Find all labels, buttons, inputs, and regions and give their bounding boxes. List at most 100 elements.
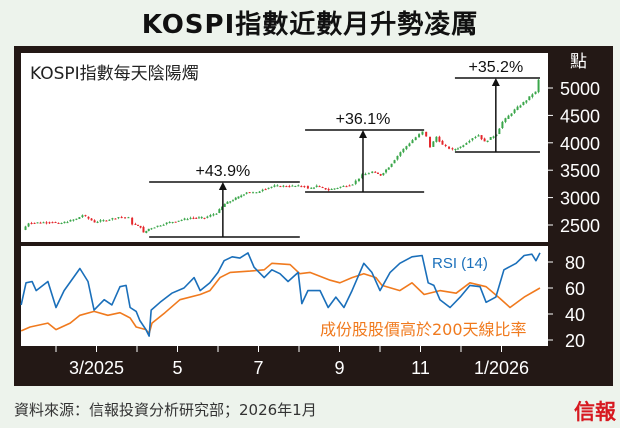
axes: 2500 3000 3500 4000 4500 5000 20 40 60 80 3/2025 5 7… [55, 79, 600, 378]
candle-down [374, 171, 377, 173]
candles [24, 78, 540, 234]
candle-down [348, 185, 351, 187]
y-tick-label: 3500 [560, 161, 600, 181]
candle-up [330, 188, 333, 190]
x-tick-label: 9 [334, 358, 344, 378]
candle-down [441, 140, 444, 145]
candle-up [354, 180, 357, 184]
candle-up [371, 171, 374, 173]
x-tick-label: 7 [253, 358, 263, 378]
candle-down [376, 172, 379, 174]
candle-up [465, 143, 468, 145]
candle-up [99, 220, 102, 222]
candle-up [245, 192, 248, 194]
candle-down [54, 221, 57, 223]
candle-up [528, 96, 531, 101]
candle-up [223, 203, 226, 207]
candle-up [486, 140, 489, 142]
candle-down [483, 138, 486, 142]
indicator-lines [20, 252, 541, 337]
candle-down [90, 218, 93, 221]
candle-down [300, 186, 303, 188]
candle-down [134, 223, 137, 225]
annotation-label: +36.1% [336, 111, 391, 128]
candle-up [385, 169, 388, 173]
candle-up [399, 152, 402, 156]
candle-up [462, 145, 465, 147]
candle-up [171, 221, 174, 223]
candle-down [264, 189, 267, 191]
candle-up [261, 189, 264, 192]
candle-down [114, 218, 117, 220]
arrow-up-icon [491, 77, 500, 86]
candle-up [150, 228, 153, 230]
candle-up [200, 217, 203, 219]
source-note: 資料來源：信報投資分析研究部；2026年1月 [14, 401, 317, 419]
candle-up [63, 221, 66, 224]
chart-title: KOSPI指數近數月升勢凌厲 [141, 10, 479, 40]
arrow-up-icon [358, 129, 367, 138]
x-tick-label: 3/2025 [69, 358, 124, 378]
candle-up [189, 217, 192, 219]
candle-up [153, 227, 156, 229]
candle-up [267, 187, 270, 189]
candle-up [504, 118, 507, 122]
candle-down [131, 217, 134, 225]
candle-up [162, 224, 165, 226]
candle-up [405, 146, 408, 150]
candle-down [303, 186, 306, 188]
x-tick-label: 1/2026 [474, 358, 529, 378]
candle-down [345, 186, 348, 188]
candle-down [288, 186, 291, 188]
candle-down [57, 222, 60, 224]
candle-up [498, 128, 501, 135]
candle-down [84, 215, 87, 217]
candle-up [510, 113, 513, 116]
candle-up [78, 217, 81, 219]
candle-up [408, 143, 411, 147]
candle-up [519, 105, 522, 108]
candle-down [39, 222, 42, 224]
candle-up [221, 206, 224, 210]
price-panel-title: KOSPI指數每天陰陽燭 [30, 64, 199, 84]
candle-down [279, 186, 282, 188]
candle-up [69, 219, 72, 222]
candle-up [516, 106, 519, 110]
candle-down [321, 187, 324, 189]
candle-down [379, 174, 382, 176]
candle-up [209, 214, 212, 217]
candle-up [212, 214, 215, 216]
candle-down [444, 144, 447, 146]
candle-up [489, 137, 492, 140]
candle-up [339, 186, 342, 188]
candle-up [396, 155, 399, 160]
candle-up [36, 222, 39, 224]
candle-up [276, 185, 279, 187]
candle-up [291, 185, 294, 187]
candle-down [306, 186, 309, 189]
x-tick-label: 11 [411, 358, 430, 378]
candle-down [174, 221, 177, 223]
candle-up [177, 220, 180, 222]
candle-up [414, 137, 417, 141]
candle-up [258, 191, 261, 193]
y-tick-label: 40 [565, 305, 585, 325]
candle-up [367, 173, 370, 175]
rsi-line [20, 252, 541, 337]
candle-up [357, 178, 360, 181]
candle-down [324, 188, 327, 190]
candle-down [195, 217, 198, 219]
y-tick-label: 20 [565, 331, 585, 351]
candle-up [197, 217, 200, 219]
candle-up [159, 225, 162, 227]
candle-up [102, 220, 105, 222]
y-tick-label: 5000 [560, 79, 600, 99]
candle-up [66, 222, 69, 224]
candle-down [203, 217, 206, 219]
candle-up [255, 192, 258, 194]
candle-up [492, 136, 495, 138]
candle-up [282, 185, 285, 187]
candle-up [456, 148, 459, 150]
candle-up [312, 187, 315, 189]
candle-up [270, 186, 273, 188]
